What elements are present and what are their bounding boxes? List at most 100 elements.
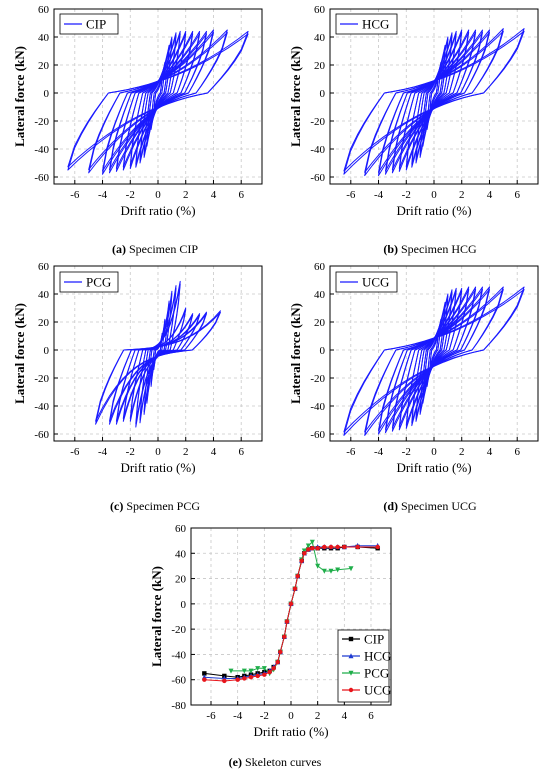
data-point	[309, 539, 315, 545]
hysteresis-loop	[102, 32, 214, 172]
x-tick-label: -6	[346, 189, 356, 201]
y-tick-label: 40	[314, 289, 326, 301]
hysteresis-loop	[95, 311, 221, 422]
chart-3-hysteresis	[343, 286, 525, 436]
y-tick-label: -60	[310, 429, 325, 441]
x-tick-label: -2	[260, 710, 269, 722]
data-point	[328, 544, 334, 550]
data-point	[222, 678, 227, 684]
x-axis-label: Drift ratio (%)	[253, 724, 328, 739]
data-point	[315, 546, 320, 551]
x-tick-label: -6	[70, 446, 80, 458]
x-tick-label: -4	[233, 710, 243, 722]
y-tick-label: -40	[34, 401, 49, 413]
y-tick-label: 60	[314, 4, 326, 16]
chart-1-legend: HCG	[335, 13, 398, 35]
x-axis-label: Drift ratio (%)	[120, 203, 195, 218]
y-axis-label: Lateral force (kN)	[12, 303, 27, 404]
x-tick-label: 0	[431, 446, 437, 458]
data-point	[255, 673, 260, 679]
data-point	[284, 619, 290, 624]
y-tick-label: 20	[314, 60, 326, 72]
data-point	[295, 573, 300, 579]
y-tick-label: -40	[34, 144, 49, 156]
x-tick-label: 2	[183, 446, 189, 458]
x-tick-label: -4	[374, 446, 384, 458]
data-point	[248, 668, 254, 674]
hysteresis-loop	[135, 283, 181, 425]
hysteresis-loop	[67, 33, 249, 168]
legend-box	[337, 629, 390, 703]
hysteresis-loop	[129, 309, 187, 419]
x-axis-label: Drift ratio (%)	[120, 460, 195, 475]
x-tick-label: 6	[514, 189, 520, 201]
data-point	[355, 544, 360, 550]
data-point	[288, 601, 294, 607]
y-tick-label: 40	[38, 32, 50, 44]
x-tick-label: -4	[98, 189, 108, 201]
data-point	[241, 668, 247, 674]
data-point	[310, 546, 315, 551]
hysteresis-loop	[364, 289, 504, 433]
y-tick-label: 40	[38, 289, 50, 301]
y-tick-label: -20	[171, 624, 186, 636]
x-tick-label: 2	[459, 189, 465, 201]
x-tick-label: 6	[368, 710, 374, 722]
chart-2-legend: PCG	[59, 271, 119, 293]
hysteresis-loop	[88, 32, 228, 171]
y-axis-label: Lateral force (kN)	[288, 303, 303, 404]
x-tick-label: 2	[183, 189, 189, 201]
y-tick-label: -40	[171, 649, 186, 661]
data-point	[321, 568, 327, 574]
caption-e: (e) Skeleton curves	[190, 755, 360, 770]
x-tick-label: 0	[288, 710, 294, 722]
y-tick-label: 60	[38, 4, 50, 16]
caption-c: (c) Specimen PCG	[70, 499, 240, 514]
x-tick-label: 0	[155, 189, 161, 201]
data-point	[322, 544, 327, 550]
data-point	[342, 544, 347, 550]
caption-d-text: Specimen UCG	[401, 499, 477, 513]
x-tick-label: -6	[206, 710, 216, 722]
data-point	[275, 659, 280, 665]
y-tick-label: -20	[310, 373, 325, 385]
caption-a: (a) Specimen CIP	[70, 242, 240, 257]
x-tick-label: 4	[487, 189, 493, 201]
x-tick-label: -6	[70, 189, 80, 201]
legend-box	[59, 13, 119, 35]
data-point	[305, 543, 311, 549]
data-point	[335, 567, 341, 573]
data-point	[328, 568, 334, 574]
y-tick-label: -80	[171, 700, 186, 712]
data-point	[202, 677, 207, 682]
chart-4-legend: CIP HCG PCG UCG	[337, 629, 391, 703]
y-tick-label: -60	[171, 675, 186, 687]
y-axis-label: Lateral force (kN)	[288, 46, 303, 147]
legend-box	[59, 271, 119, 293]
y-tick-label: -40	[310, 401, 325, 413]
legend-label: CIP	[364, 632, 384, 647]
caption-b: (b) Specimen HCG	[345, 242, 515, 257]
y-tick-label: -60	[34, 429, 49, 441]
data-point	[348, 653, 354, 659]
x-tick-label: 2	[459, 446, 465, 458]
data-point	[335, 544, 340, 550]
y-tick-label: -20	[310, 116, 325, 128]
y-tick-label: -60	[310, 172, 325, 184]
caption-b-id: (b)	[383, 242, 398, 256]
y-tick-label: 40	[314, 32, 326, 44]
x-tick-label: 4	[487, 446, 493, 458]
data-point	[348, 687, 354, 693]
data-point	[348, 566, 354, 572]
y-tick-label: -60	[34, 172, 49, 184]
x-tick-label: 6	[514, 446, 520, 458]
data-point	[235, 677, 240, 682]
data-point	[278, 649, 283, 655]
legend-label: CIP	[86, 17, 106, 32]
y-axis-label: Lateral force (kN)	[12, 46, 27, 147]
hysteresis-loop	[364, 30, 504, 173]
